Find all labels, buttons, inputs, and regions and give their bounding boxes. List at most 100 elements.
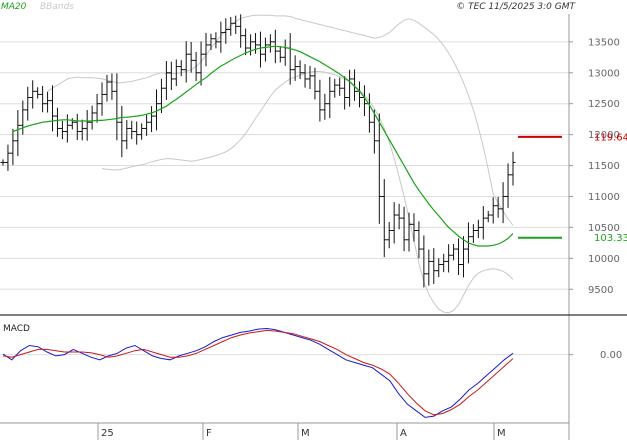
price-tick-label: 13500: [588, 37, 620, 48]
price-bar: [347, 69, 353, 107]
price-tick-label: 13000: [588, 68, 620, 79]
price-bar: [257, 31, 263, 68]
price-bar: [64, 114, 70, 143]
price-bar: [436, 258, 442, 277]
x-tick-label: A: [400, 428, 407, 439]
price-bar: [406, 212, 412, 252]
price-bar: [460, 236, 466, 278]
price-bars: [0, 14, 516, 288]
price-bar: [441, 253, 447, 273]
price-bar: [158, 78, 164, 114]
price-bar: [223, 18, 229, 44]
price-bar: [129, 120, 135, 140]
price-bar: [431, 248, 437, 284]
price-bar: [302, 64, 308, 88]
level-label: 119.64: [594, 132, 627, 143]
price-bar: [134, 121, 140, 145]
price-tick-label: 12500: [588, 99, 620, 110]
price-tick-label: 12000: [588, 130, 620, 141]
price-bar: [139, 123, 145, 140]
price-bar: [307, 65, 313, 89]
price-bar: [20, 100, 26, 135]
price-bar: [208, 33, 214, 51]
price-bar: [233, 15, 239, 35]
price-panel: 13500 13000 12500 12000 11500 11000 10500 10000…: [0, 14, 627, 314]
price-bar: [426, 249, 432, 286]
signal-line: [2, 329, 514, 416]
x-tick-label: F: [206, 428, 212, 439]
price-bar: [114, 73, 120, 141]
price-bar: [89, 105, 95, 130]
price-bar: [30, 80, 36, 109]
price-bar: [243, 28, 249, 56]
price-bar: [376, 113, 382, 224]
price-bar: [94, 93, 100, 123]
price-bar: [248, 34, 254, 56]
macd-lines: [2, 327, 514, 418]
price-bar: [342, 76, 348, 110]
price-bar: [485, 210, 491, 223]
macd-tick-label: 0.00: [600, 350, 622, 361]
price-bar: [173, 59, 179, 87]
price-bar: [391, 202, 397, 244]
chart-header: MA20 BBands © TEC 11/5/2025 3:0 GMT: [1, 2, 577, 12]
x-axis: 25 F M A M: [97, 423, 506, 440]
bbands-upper-line: [47, 14, 514, 226]
price-bar: [238, 14, 244, 48]
price-bar: [421, 235, 427, 288]
price-plot-area: [0, 14, 569, 314]
price-bar: [193, 52, 199, 82]
price-bar: [5, 144, 11, 171]
price-tick-label: 11500: [588, 161, 620, 172]
legend-bbands: BBands: [40, 2, 74, 12]
legend-ma20: MA20: [1, 2, 27, 12]
price-bar: [40, 85, 46, 113]
price-bar: [490, 197, 496, 224]
price-bar: [213, 32, 219, 49]
x-tick-label: 25: [101, 428, 114, 439]
price-bar: [183, 41, 189, 83]
price-bar: [510, 151, 516, 186]
price-bar: [198, 41, 204, 86]
price-bar: [451, 243, 457, 261]
price-bar: [54, 107, 60, 137]
price-tick-label: 9500: [588, 285, 613, 296]
price-bar: [495, 196, 501, 218]
price-bar: [317, 79, 323, 122]
ma20-path: [12, 45, 514, 247]
price-bar: [50, 85, 56, 132]
price-bar: [480, 206, 486, 240]
price-bar: [396, 203, 402, 230]
macd-line: [2, 327, 514, 418]
price-bar: [104, 74, 110, 102]
bbands-lower-line: [101, 71, 514, 314]
price-bar: [312, 67, 318, 100]
price-tick-label: 11000: [588, 192, 620, 203]
price-bar: [25, 86, 31, 121]
price-bar: [332, 78, 338, 98]
price-bar: [178, 60, 184, 77]
price-bar: [401, 206, 407, 252]
price-bar: [228, 16, 234, 36]
price-bar: [456, 238, 462, 276]
price-bar: [500, 182, 506, 224]
price-bar: [84, 110, 90, 141]
price-bar: [149, 106, 155, 133]
price-tick-label: 10500: [588, 223, 620, 234]
price-bar: [163, 61, 169, 100]
price-y-axis: 13500 13000 12500 12000 11500 11000 10500 10000…: [569, 37, 620, 296]
price-bar: [292, 55, 298, 81]
chart-frame: [0, 14, 627, 440]
price-gridlines: [0, 41, 569, 290]
price-bar: [470, 224, 476, 243]
price-bar: [119, 105, 125, 158]
macd-title: MACD: [3, 324, 30, 334]
price-bar: [337, 77, 343, 96]
bollinger-bands: [47, 14, 514, 314]
price-bar: [416, 221, 422, 259]
x-tick-label: M: [301, 428, 310, 439]
price-bar: [109, 73, 115, 100]
price-bar: [144, 114, 150, 136]
price-bar: [262, 37, 268, 62]
